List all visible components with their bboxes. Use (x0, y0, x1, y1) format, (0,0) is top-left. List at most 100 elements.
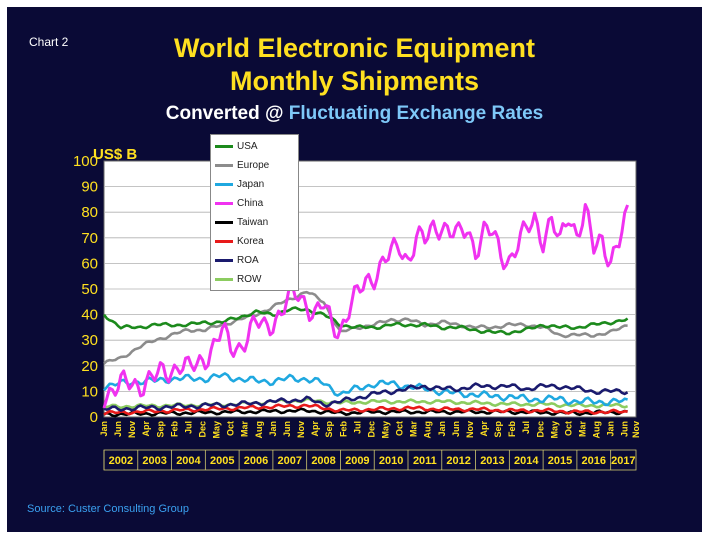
legend-label: Europe (237, 159, 270, 171)
legend-item-europe: Europe (215, 157, 269, 173)
legend-label: ROA (237, 254, 259, 266)
y-tick-100: 100 (73, 153, 98, 170)
legend-label: Taiwan (237, 216, 269, 228)
x-month-tick: May (212, 421, 222, 439)
series-lines (102, 203, 630, 418)
chart-number-label: Chart 2 (29, 35, 69, 49)
x-month-tick: Aug (254, 421, 264, 439)
chart-title-line-2: Monthly Shipments (230, 66, 479, 96)
legend-swatch (215, 163, 233, 167)
year-label-2010: 2010 (379, 455, 403, 467)
legend-swatch (215, 182, 233, 186)
series-line-china (102, 203, 630, 409)
y-tick-20: 20 (81, 358, 98, 375)
year-label-2008: 2008 (311, 455, 335, 467)
year-label-2017: 2017 (611, 455, 635, 467)
y-tick-50: 50 (81, 281, 98, 298)
x-month-tick: Mar (409, 421, 419, 438)
legend-item-row: ROW (215, 271, 261, 287)
x-month-tick: Mar (578, 421, 588, 438)
x-month-tick: Feb (507, 421, 517, 438)
year-label-2016: 2016 (582, 455, 606, 467)
x-month-tick: Jul (352, 421, 362, 434)
chart-title-line-1: World Electronic Equipment (173, 33, 536, 63)
year-label-2003: 2003 (142, 455, 166, 467)
y-tick-60: 60 (81, 255, 98, 272)
x-month-tick: Nov (296, 421, 306, 438)
series-line-japan (103, 372, 628, 407)
chart-subtitle: Converted @ Fluctuating Exchange Rates (7, 103, 702, 125)
legend-swatch (215, 201, 233, 205)
legend: USA Europe Japan China Taiwan Korea ROA ROW (210, 134, 299, 291)
year-label-2012: 2012 (446, 455, 470, 467)
x-month-tick: Aug (423, 421, 433, 439)
legend-swatch (215, 258, 233, 262)
legend-item-taiwan: Taiwan (215, 214, 268, 230)
y-tick-80: 80 (81, 204, 98, 221)
x-month-tick: Oct (563, 421, 573, 436)
x-month-tick: Jan (437, 421, 447, 437)
x-month-tick: May (380, 421, 390, 439)
year-label-2004: 2004 (176, 455, 201, 467)
source-note: Source: Custer Consulting Group (27, 503, 190, 515)
x-month-tick: Sep (493, 421, 503, 438)
x-month-tick: Feb (338, 421, 348, 438)
year-label-2015: 2015 (548, 455, 572, 467)
legend-swatch (215, 144, 233, 148)
year-label-2002: 2002 (109, 455, 133, 467)
year-label-2014: 2014 (514, 455, 539, 467)
x-month-tick: Oct (395, 421, 405, 436)
x-month-tick: Apr (310, 421, 320, 437)
series-line-europe (103, 290, 628, 365)
x-month-tick: Dec (535, 421, 545, 438)
year-label-2005: 2005 (210, 455, 234, 467)
y-tick-90: 90 (81, 179, 98, 196)
x-month-tick: Jan (99, 421, 109, 437)
x-month-tick: Nov (127, 421, 137, 438)
y-tick-30: 30 (81, 332, 98, 349)
series-line-korea (103, 403, 628, 416)
year-label-2006: 2006 (244, 455, 268, 467)
year-label-2013: 2013 (480, 455, 504, 467)
x-month-tick: Nov (465, 421, 475, 438)
x-month-tick: Jan (268, 421, 278, 437)
legend-item-roa: ROA (215, 252, 259, 268)
x-month-tick: Sep (155, 421, 165, 438)
year-label-2011: 2011 (413, 455, 437, 467)
x-month-tick: Feb (169, 421, 179, 438)
year-label-2009: 2009 (345, 455, 369, 467)
x-month-tick: Jun (113, 421, 123, 437)
legend-label: China (237, 197, 264, 209)
subtitle-text: Converted @ (165, 103, 289, 124)
y-tick-70: 70 (81, 230, 98, 247)
x-month-tick: Nov (631, 421, 641, 438)
legend-swatch (215, 239, 233, 243)
x-month-tick: Sep (324, 421, 334, 438)
x-month-tick: Apr (141, 421, 151, 437)
y-tick-40: 40 (81, 307, 98, 324)
x-month-tick: Jul (183, 421, 193, 434)
legend-swatch (215, 277, 233, 281)
y-tick-10: 10 (81, 383, 98, 400)
subtitle-highlight: Fluctuating Exchange Rates (288, 103, 544, 124)
year-label-2007: 2007 (278, 455, 302, 467)
legend-label: Japan (237, 178, 265, 190)
series-line-usa (102, 306, 629, 336)
y-axis-label: US$ B (93, 146, 138, 163)
x-month-tick: Apr (479, 421, 489, 437)
x-month-tick: Jan (606, 421, 616, 437)
x-axis: Jan Jun Nov Apr Sep Feb Jul Dec May Oct Mar Aug Jan J… (99, 421, 641, 471)
y-tick-labels: 0 10 20 30 40 50 60 70 80 90 100 (73, 153, 98, 426)
legend-label: USA (237, 140, 258, 152)
x-month-tick: Jun (451, 421, 461, 437)
x-month-tick: Jul (521, 421, 531, 434)
x-month-tick: Aug (592, 421, 602, 439)
x-month-tick: Dec (198, 421, 208, 438)
legend-label: Korea (237, 235, 264, 247)
legend-item-japan: Japan (215, 176, 264, 192)
x-month-tick: Dec (366, 421, 376, 438)
x-month-tick: Jun (620, 421, 630, 437)
legend-item-korea: Korea (215, 233, 264, 249)
x-month-tick: Oct (226, 421, 236, 436)
